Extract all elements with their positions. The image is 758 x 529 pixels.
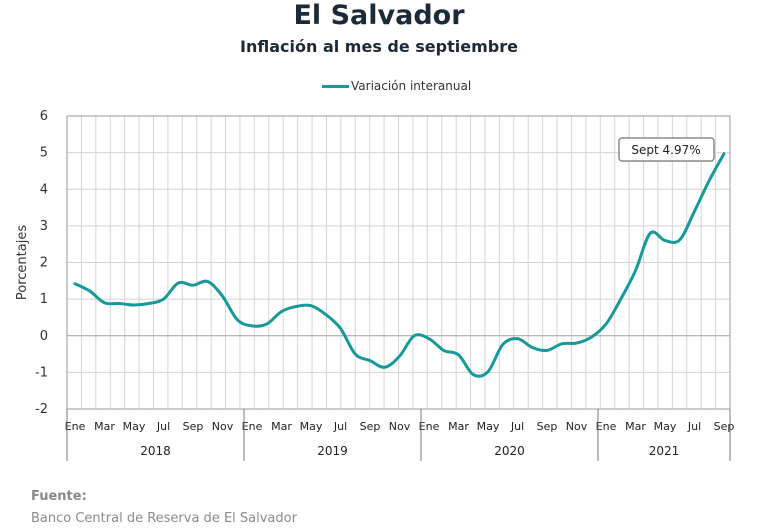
x-tick-label: Jul [156,420,170,433]
x-tick-label: Sep [360,420,381,433]
y-tick-label: 0 [40,329,48,344]
year-label: 2021 [649,444,680,458]
x-tick-label: Mar [271,420,292,433]
legend: Variación interanual [322,79,471,93]
annotation-label: Sept 4.97% [631,143,700,157]
source-heading: Fuente: [31,489,87,504]
y-tick-label: 6 [40,109,48,124]
x-tick-label: Mar [448,420,469,433]
x-tick-label: May [477,420,500,433]
x-tick-label: Sep [537,420,558,433]
legend-label: Variación interanual [351,79,472,93]
x-tick-label: Ene [596,420,617,433]
x-tick-label: Mar [94,420,115,433]
x-tick-label: Ene [65,420,86,433]
y-tick-label: 5 [40,146,48,161]
x-tick-label: Nov [212,420,234,433]
y-tick-label: -2 [35,402,48,417]
legend-swatch [322,84,349,88]
x-tick-label: May [654,420,677,433]
year-label: 2019 [317,444,348,458]
chart-subtitle: Inflación al mes de septiembre [240,37,518,56]
x-tick-label: Nov [566,420,588,433]
plot-border [66,115,731,410]
line-chart: 6 5 4 3 2 1 0 -1 -2 Porcentajes Sept 4.97% Ene Mar Ma… [15,109,735,461]
y-tick-label: 2 [40,256,48,271]
x-tick-label: Nov [389,420,411,433]
x-tick-label: May [123,420,146,433]
x-tick-label: Mar [625,420,646,433]
year-label: 2018 [140,444,171,458]
y-tick-label: 4 [40,182,48,197]
x-tick-label: Jul [333,420,347,433]
x-tick-label: Jul [687,420,701,433]
source-text: Banco Central de Reserva de El Salvador [31,511,297,526]
x-tick-label: Sep [714,420,735,433]
x-tick-label: Ene [419,420,440,433]
chart-title: El Salvador [293,0,465,31]
y-tick-label: -1 [35,365,48,380]
year-label: 2020 [494,444,525,458]
y-tick-label: 1 [40,292,48,307]
y-axis-label: Porcentajes [15,225,30,300]
series-line-variacion-interanual [73,152,726,378]
y-tick-label: 3 [40,219,48,234]
x-tick-label: Sep [183,420,204,433]
x-tick-label: Jul [510,420,524,433]
annotation-box [618,137,715,162]
x-tick-label: May [300,420,323,433]
x-tick-label: Ene [242,420,263,433]
